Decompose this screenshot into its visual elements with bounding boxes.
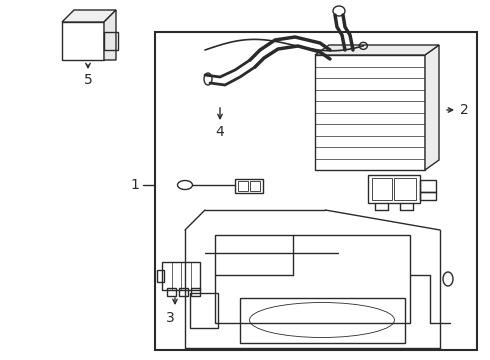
Bar	[238, 181, 248, 191]
Bar	[235, 179, 263, 193]
Bar	[420, 180, 436, 192]
Bar	[157, 270, 164, 282]
Text: 4: 4	[216, 125, 224, 139]
Bar	[215, 235, 410, 323]
Bar	[167, 288, 176, 296]
Bar	[394, 178, 416, 200]
Polygon shape	[425, 45, 439, 170]
Bar	[240, 298, 405, 343]
Bar	[104, 32, 118, 50]
Polygon shape	[104, 10, 116, 60]
Bar	[162, 262, 200, 290]
Polygon shape	[62, 10, 116, 22]
Text: 1: 1	[130, 178, 140, 192]
Polygon shape	[315, 45, 439, 55]
Text: 3: 3	[166, 311, 174, 325]
Bar	[155, 32, 477, 350]
Bar	[62, 22, 104, 60]
Bar	[250, 181, 260, 191]
Text: 5: 5	[84, 73, 93, 87]
Bar	[179, 288, 188, 296]
Bar	[315, 55, 425, 170]
Bar	[372, 178, 392, 200]
Bar	[420, 192, 436, 200]
Bar	[368, 175, 420, 203]
Bar	[191, 288, 200, 296]
Bar	[190, 293, 218, 328]
Text: 2: 2	[460, 103, 468, 117]
